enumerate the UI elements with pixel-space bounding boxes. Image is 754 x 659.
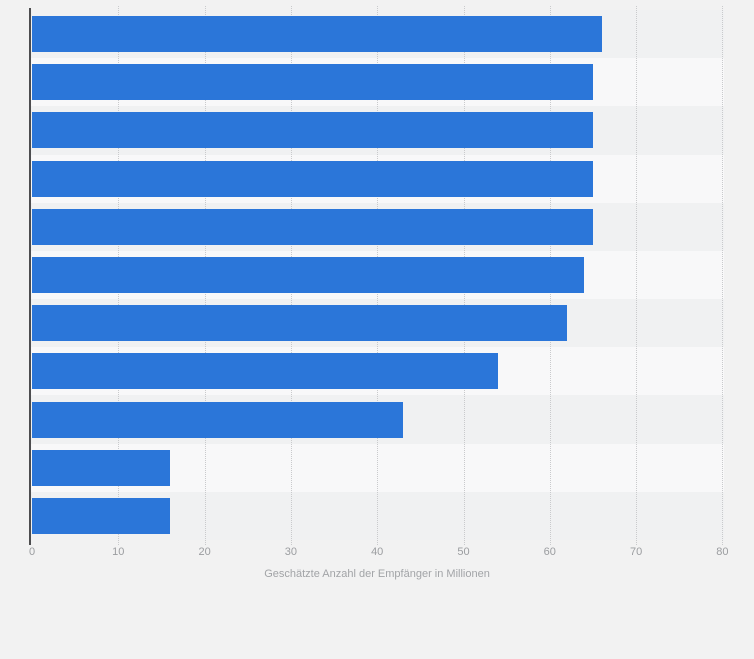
data-bar[interactable] [32,401,404,438]
data-bar[interactable] [32,64,593,101]
x-tick-label: 60 [543,546,556,558]
data-bar[interactable] [32,16,602,53]
gridline [722,6,724,545]
data-bar[interactable] [32,449,171,486]
data-bar[interactable] [32,497,171,534]
gridline [636,6,638,545]
data-bar[interactable] [32,305,568,342]
data-bar[interactable] [32,257,585,293]
data-bar[interactable] [32,112,593,149]
y-axis-line [29,8,31,545]
x-tick-label: 40 [371,546,384,558]
x-tick-label: 20 [198,546,211,558]
x-tick-label: 70 [629,546,643,558]
x-tick-label: 50 [457,546,470,558]
data-bar[interactable] [32,353,499,390]
x-tick-label: 80 [716,546,729,558]
x-tick-label: 10 [112,546,125,558]
data-bar[interactable] [32,208,593,245]
data-bar[interactable] [32,160,593,197]
x-axis-title: Geschätzte Anzahl der Empfänger in Milli… [264,568,490,580]
x-tick-label: 30 [284,546,298,558]
x-tick-label: 0 [28,546,36,558]
